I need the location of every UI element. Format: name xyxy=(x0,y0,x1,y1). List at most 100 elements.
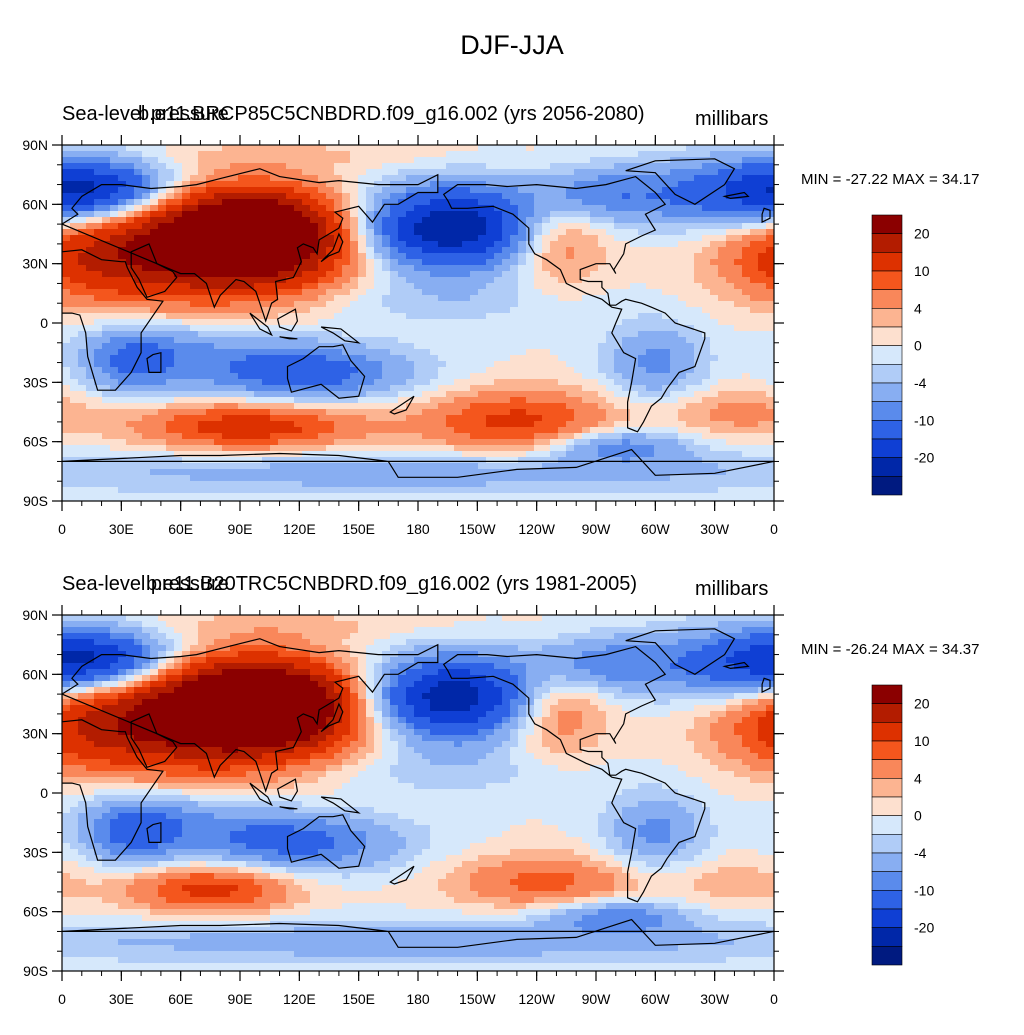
contour-cell xyxy=(582,331,591,338)
contour-cell xyxy=(662,337,671,344)
contour-cell xyxy=(94,349,103,356)
contour-cell xyxy=(174,283,183,290)
contour-cell xyxy=(518,271,527,278)
contour-cell xyxy=(542,205,551,212)
contour-cell xyxy=(166,187,175,194)
contour-cell xyxy=(502,445,511,452)
contour-cell xyxy=(382,277,391,284)
contour-cell xyxy=(726,253,735,260)
contour-cell xyxy=(518,199,527,206)
contour-cell xyxy=(678,271,687,278)
contour-cell xyxy=(462,433,471,440)
contour-cell xyxy=(726,223,735,230)
contour-cell xyxy=(318,277,327,284)
contour-cell xyxy=(294,349,303,356)
contour-cell xyxy=(734,325,743,332)
contour-cell xyxy=(110,349,119,356)
contour-cell xyxy=(430,355,439,362)
contour-cell xyxy=(558,415,567,422)
contour-cell xyxy=(398,397,407,404)
contour-cell xyxy=(726,247,735,254)
contour-cell xyxy=(262,475,271,482)
contour-cell xyxy=(70,205,79,212)
contour-cell xyxy=(166,349,175,356)
contour-cell xyxy=(158,193,167,200)
contour-cell xyxy=(342,463,351,470)
contour-cell xyxy=(534,163,543,170)
contour-cell xyxy=(262,343,271,350)
contour-cell xyxy=(534,217,543,224)
contour-cell xyxy=(646,277,655,284)
contour-cell xyxy=(270,229,279,236)
contour-cell xyxy=(550,373,559,380)
contour-cell xyxy=(686,379,695,386)
contour-cell xyxy=(334,439,343,446)
contour-cell xyxy=(62,439,71,446)
contour-cell xyxy=(382,217,391,224)
contour-cell xyxy=(398,187,407,194)
contour-cell xyxy=(398,463,407,470)
contour-cell xyxy=(710,235,719,242)
contour-cell xyxy=(414,205,423,212)
contour-cell xyxy=(470,163,479,170)
contour-cell xyxy=(214,145,223,152)
contour-cell xyxy=(238,433,247,440)
contour-cell xyxy=(598,253,607,260)
contour-cell xyxy=(86,355,95,362)
contour-cell xyxy=(110,469,119,476)
contour-cell xyxy=(366,445,375,452)
contour-cell xyxy=(270,427,279,434)
contour-cell xyxy=(462,211,471,218)
contour-cell xyxy=(678,193,687,200)
contour-cell xyxy=(694,361,703,368)
contour-cell xyxy=(622,235,631,242)
contour-cell xyxy=(462,421,471,428)
contour-cell xyxy=(534,235,543,242)
contour-cell xyxy=(86,283,95,290)
contour-cell xyxy=(102,427,111,434)
contour-cell xyxy=(574,457,583,464)
contour-cell xyxy=(614,211,623,218)
contour-cell xyxy=(518,421,527,428)
contour-cell xyxy=(446,391,455,398)
contour-cell xyxy=(758,439,767,446)
contour-cell xyxy=(94,265,103,272)
contour-cell xyxy=(478,391,487,398)
contour-cell xyxy=(190,283,199,290)
contour-cell xyxy=(526,421,535,428)
contour-cell xyxy=(78,397,87,404)
contour-cell xyxy=(582,235,591,242)
contour-cell xyxy=(222,367,231,374)
contour-cell xyxy=(622,253,631,260)
contour-cell xyxy=(638,163,647,170)
contour-cell xyxy=(550,271,559,278)
contour-cell xyxy=(462,163,471,170)
contour-cell xyxy=(78,283,87,290)
contour-cell xyxy=(734,217,743,224)
contour-cell xyxy=(710,445,719,452)
contour-cell xyxy=(606,391,615,398)
contour-cell xyxy=(582,415,591,422)
contour-cell xyxy=(438,373,447,380)
contour-cell xyxy=(454,397,463,404)
contour-cell xyxy=(382,361,391,368)
contour-cell xyxy=(630,391,639,398)
contour-cell xyxy=(286,475,295,482)
contour-cell xyxy=(230,469,239,476)
contour-cell xyxy=(126,331,135,338)
contour-cell xyxy=(462,463,471,470)
contour-cell xyxy=(470,271,479,278)
contour-cell xyxy=(518,427,527,434)
contour-cell xyxy=(590,421,599,428)
contour-cell xyxy=(206,457,215,464)
contour-cell xyxy=(566,187,575,194)
contour-cell xyxy=(318,439,327,446)
contour-cell xyxy=(582,409,591,416)
contour-cell xyxy=(366,457,375,464)
contour-cell xyxy=(342,469,351,476)
contour-cell xyxy=(70,379,79,386)
contour-cell xyxy=(502,181,511,188)
contour-cell xyxy=(430,205,439,212)
contour-cell xyxy=(326,151,335,158)
contour-cell xyxy=(686,391,695,398)
